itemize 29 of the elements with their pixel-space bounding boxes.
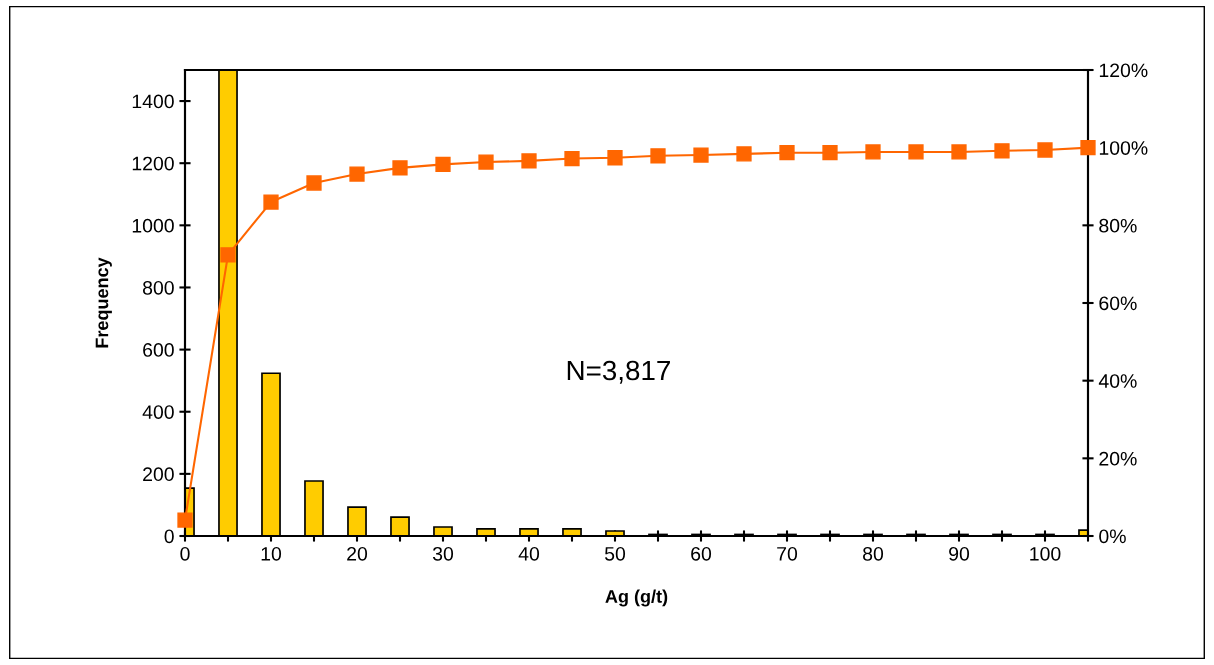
x-tick-label: 20 — [347, 546, 368, 561]
y2-tick-label: 100% — [1099, 141, 1148, 155]
y2-tick-label: 20% — [1099, 451, 1137, 466]
x-tick-label: 50 — [604, 546, 626, 561]
y-axis-title: Frequency — [95, 257, 112, 348]
x-tick-label: 100 — [1030, 546, 1061, 561]
x-tick-label: 40 — [518, 546, 540, 561]
y-tick-label: 0 — [164, 529, 174, 544]
y-tick-label: 200 — [143, 467, 174, 482]
y-tick-label: 1000 — [132, 218, 174, 233]
x-tick-label: 90 — [949, 546, 970, 561]
x-tick-label: 70 — [777, 546, 798, 561]
y-tick-label: 1200 — [132, 156, 174, 171]
x-tick-label: 80 — [863, 546, 884, 561]
annotation: N=3,817 — [567, 360, 670, 384]
y2-tick-label: 60% — [1099, 296, 1137, 311]
y2-tick-label: 120% — [1099, 63, 1148, 78]
y2-tick-label: 0% — [1099, 529, 1126, 544]
y-tick-label: 600 — [143, 343, 174, 357]
x-tick-label: 0 — [180, 546, 190, 561]
x-axis-title: Ag (g/t) — [605, 589, 668, 607]
x-tick-label: 10 — [261, 546, 282, 561]
x-tick-label: 60 — [691, 546, 712, 561]
y2-tick-label: 40% — [1098, 374, 1137, 388]
y-tick-label: 400 — [142, 405, 174, 419]
y-tick-label: 1400 — [132, 94, 174, 109]
y2-tick-label: 80% — [1099, 218, 1137, 233]
y-tick-label: 800 — [142, 280, 174, 295]
x-tick-label: 30 — [432, 546, 454, 561]
